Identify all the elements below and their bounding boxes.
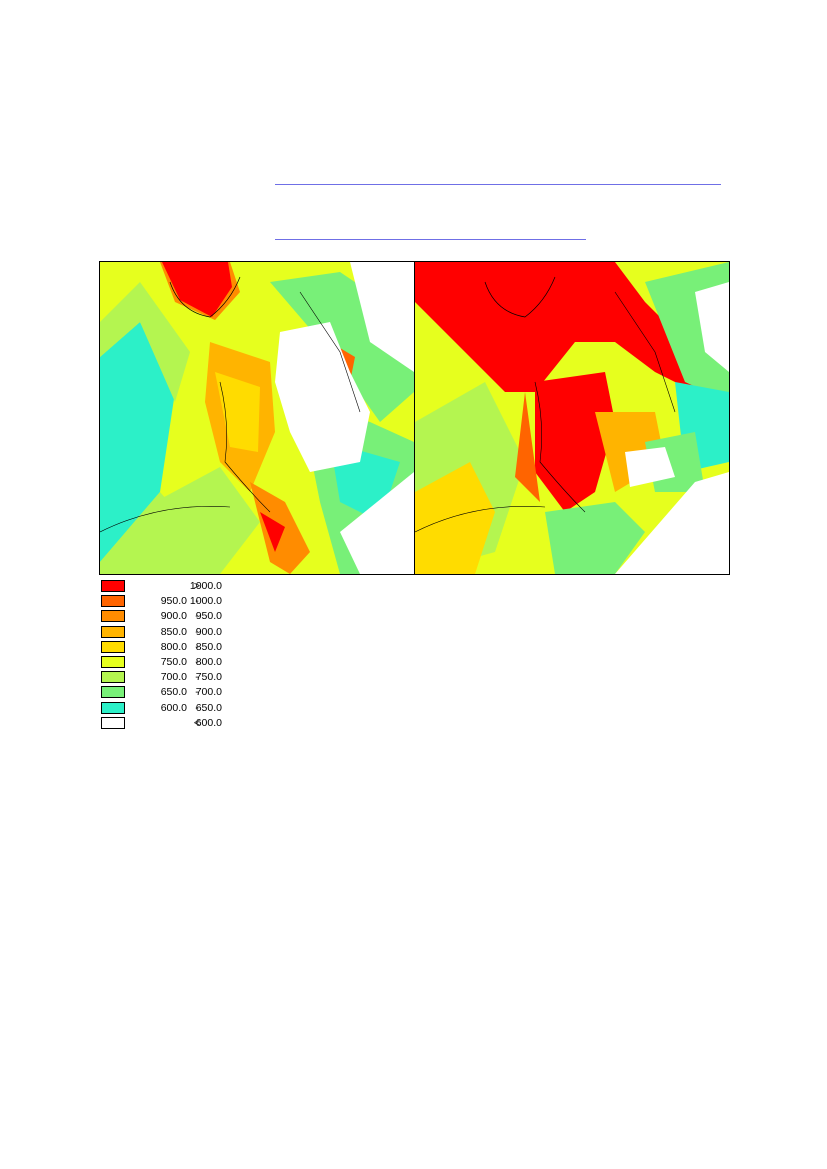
legend-upper: 600.0 — [195, 716, 222, 729]
legend-lower: 650.0 — [160, 686, 187, 699]
link-underline-1 — [275, 184, 721, 185]
legend-lower: 600.0 — [160, 701, 187, 714]
legend-separator: - — [195, 686, 199, 699]
map-left-svg — [100, 262, 414, 574]
legend-lower: 900.0 — [160, 610, 187, 623]
legend-separator: - — [195, 701, 199, 714]
legend-swatch — [101, 580, 125, 592]
legend-separator: > — [193, 580, 201, 592]
legend-upper: 850.0 — [195, 640, 222, 653]
legend-separator: < — [193, 716, 201, 729]
map-panel-right — [414, 261, 730, 575]
map-right-svg — [415, 262, 729, 574]
legend-swatch — [101, 671, 125, 684]
legend-swatch — [101, 595, 125, 608]
legend-upper: 1000.0 — [189, 595, 222, 608]
map-panel-left — [99, 261, 415, 575]
legend-swatch — [101, 701, 125, 714]
legend-swatch — [101, 655, 125, 668]
legend-lower: 750.0 — [160, 655, 187, 668]
legend-upper: 800.0 — [195, 655, 222, 668]
legend-separator: - — [195, 595, 199, 608]
legend-lower: 800.0 — [160, 640, 187, 653]
legend-separator: - — [195, 625, 199, 638]
legend-swatch — [101, 716, 125, 729]
legend-upper: 650.0 — [195, 701, 222, 714]
legend-lower: 950.0 — [160, 595, 187, 608]
legend-swatch — [101, 610, 125, 623]
legend-swatch — [101, 640, 125, 653]
link-underline-2 — [275, 239, 586, 240]
legend-separator: - — [195, 640, 199, 653]
legend-separator: - — [195, 655, 199, 668]
legend-swatch — [101, 686, 125, 699]
legend-swatch — [101, 625, 125, 638]
legend-upper: 950.0 — [195, 610, 222, 623]
legend-upper: 700.0 — [195, 686, 222, 699]
legend-upper: 900.0 — [195, 625, 222, 638]
legend-upper: 750.0 — [195, 671, 222, 684]
legend-separator: - — [195, 610, 199, 623]
legend-separator: - — [195, 671, 199, 684]
legend-lower: 700.0 — [160, 671, 187, 684]
legend-upper: 1000.0 — [189, 580, 222, 592]
legend-lower: 850.0 — [160, 625, 187, 638]
